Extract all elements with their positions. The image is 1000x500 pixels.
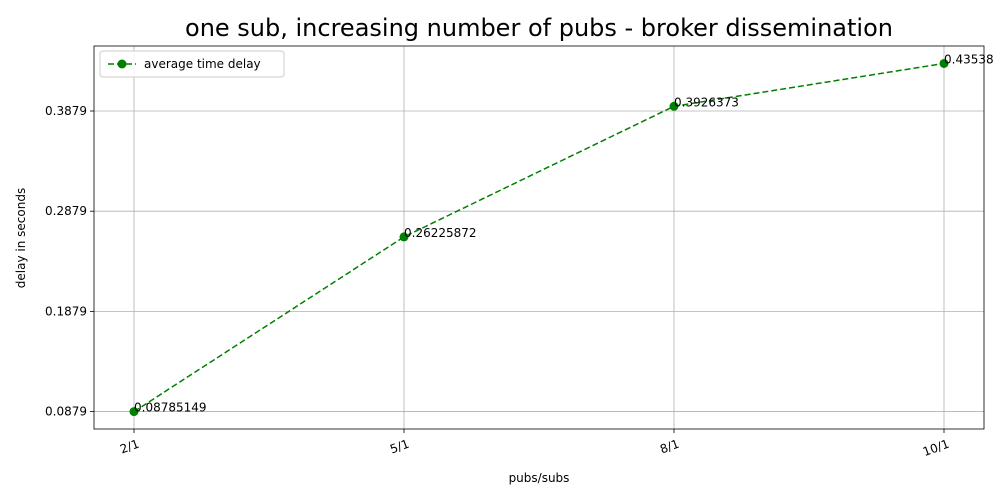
axes: 2/1 5/1 8/1 10/1 0.0879 0.1879 0.2879 0.3879 (45, 45, 985, 459)
data-label: 0.26225872 (404, 226, 477, 240)
plot-frame (93, 45, 985, 430)
series-line (133, 62, 945, 413)
y-tick-label: 0.0879 (45, 405, 87, 419)
legend-label: average time delay (144, 57, 261, 71)
y-axis-label: delay in seconds (14, 188, 28, 288)
x-tick-label: 10/1 (921, 437, 951, 459)
data-label: 0.08785149 (134, 401, 207, 415)
legend: average time delay (99, 50, 285, 78)
data-point (939, 58, 949, 68)
y-tick-label: 0.3879 (45, 104, 87, 118)
data-point (399, 232, 409, 242)
y-tick-label: 0.2879 (45, 204, 87, 218)
x-axis-label: pubs/subs (509, 471, 570, 485)
x-tick-label: 8/1 (658, 437, 681, 457)
chart-title: one sub, increasing number of pubs - bro… (185, 14, 893, 42)
data-point (129, 407, 139, 417)
legend-box (99, 50, 285, 78)
data-label: 0.3926373 (674, 95, 739, 109)
data-point (669, 101, 679, 111)
y-tick-label: 0.1879 (45, 304, 87, 318)
grid (94, 46, 984, 429)
legend-marker (117, 59, 127, 69)
x-tick-label: 5/1 (388, 437, 411, 457)
series-group: 0.08785149 0.26225872 0.3926373 0.43538 (129, 52, 994, 417)
data-label: 0.43538 (944, 52, 994, 66)
x-tick-label: 2/1 (118, 437, 141, 457)
